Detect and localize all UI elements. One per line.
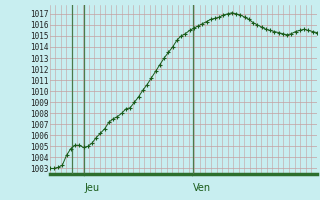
Text: Jeu: Jeu xyxy=(84,183,100,193)
Text: Ven: Ven xyxy=(193,183,211,193)
